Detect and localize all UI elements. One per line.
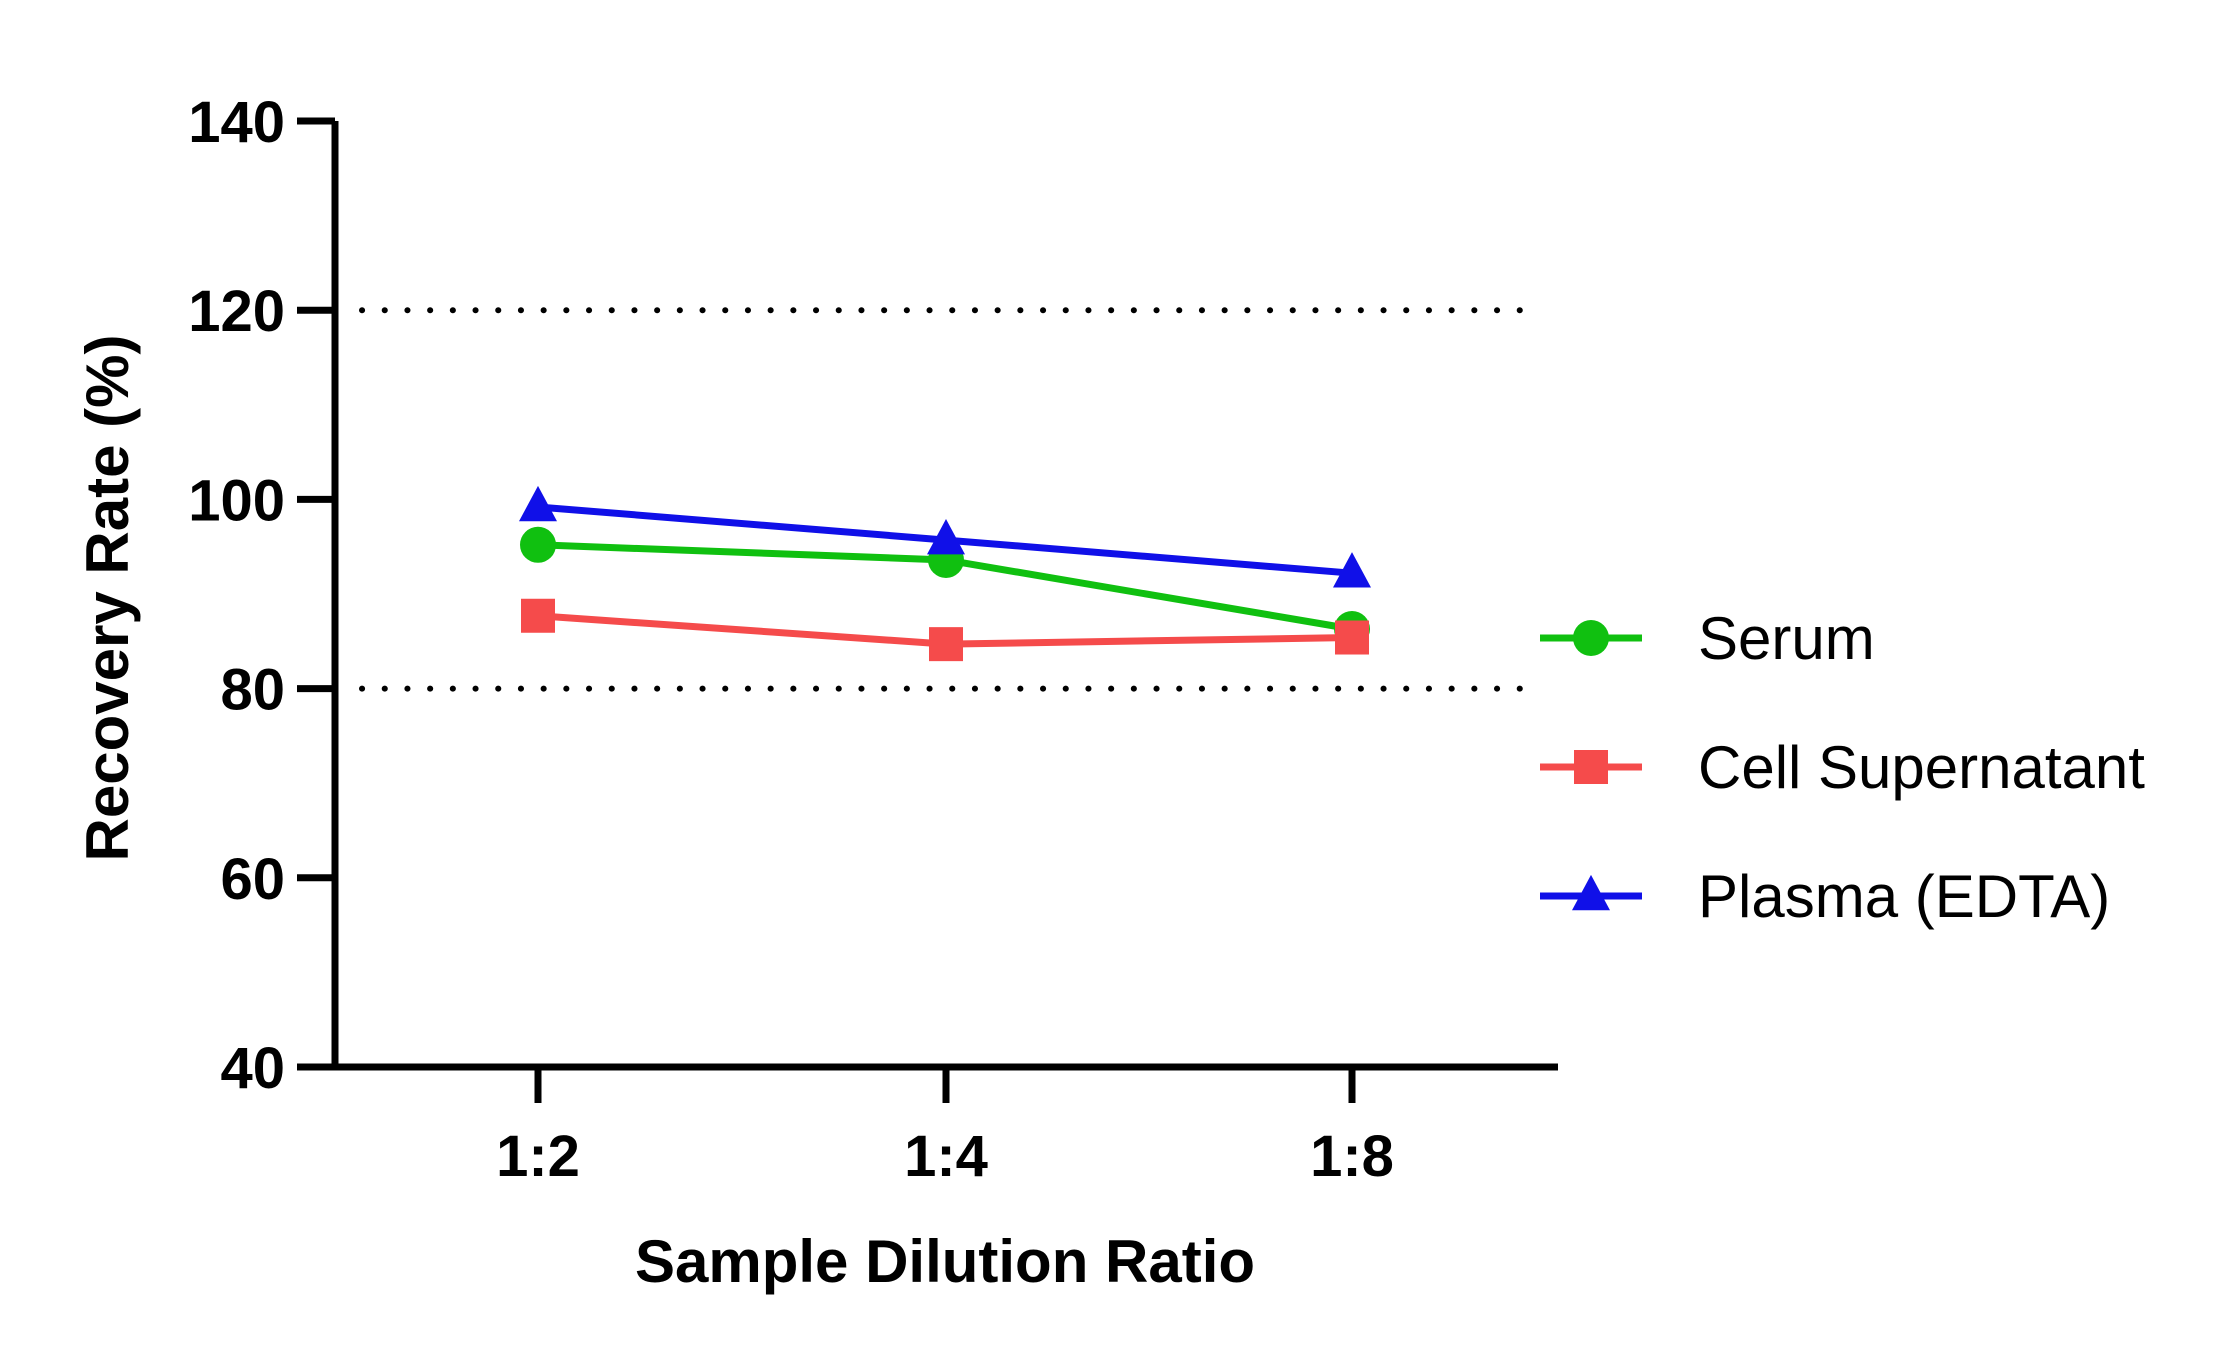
legend-marker: [1573, 620, 1609, 656]
legend-item-1: Cell Supernatant: [1540, 734, 2145, 801]
data-point: [521, 598, 555, 633]
series-2: [519, 485, 1371, 588]
data-point: [1335, 620, 1369, 655]
y-tick-label: 100: [188, 468, 285, 533]
data-point: [929, 627, 963, 662]
legend-label: Cell Supernatant: [1698, 734, 2145, 801]
legend-label: Plasma (EDTA): [1698, 863, 2110, 930]
data-point: [520, 526, 556, 563]
axes: 40 60 80 100 120 140 1:2 1:4 1:8: [188, 90, 1558, 1189]
y-axis-title: Recovery Rate (%): [74, 335, 141, 862]
y-tick-label: 60: [220, 847, 285, 912]
reference-lines: [359, 307, 1543, 692]
y-tick-label: 80: [220, 658, 285, 723]
y-tick-label: 40: [220, 1036, 285, 1101]
legend-label: Serum: [1698, 605, 1875, 672]
legend-item-2: Plasma (EDTA): [1540, 863, 2110, 930]
x-tick-label: 1:8: [1310, 1124, 1394, 1189]
legend-item-0: Serum: [1540, 605, 1875, 672]
series-layer: [519, 485, 1371, 662]
data-point: [927, 518, 965, 555]
y-tick-label: 140: [188, 90, 285, 155]
legend-marker: [1572, 874, 1610, 911]
x-tick-label: 1:4: [904, 1124, 988, 1189]
x-tick-label: 1:2: [496, 1124, 580, 1189]
x-axis-title: Sample Dilution Ratio: [635, 1228, 1255, 1295]
data-point: [1333, 552, 1371, 588]
legend-marker: [1574, 750, 1608, 784]
legend: Serum Cell Supernatant Plasma (EDTA): [1540, 605, 2145, 930]
data-point: [519, 485, 557, 522]
y-tick-label: 120: [188, 279, 285, 344]
series-1: [521, 598, 1369, 662]
